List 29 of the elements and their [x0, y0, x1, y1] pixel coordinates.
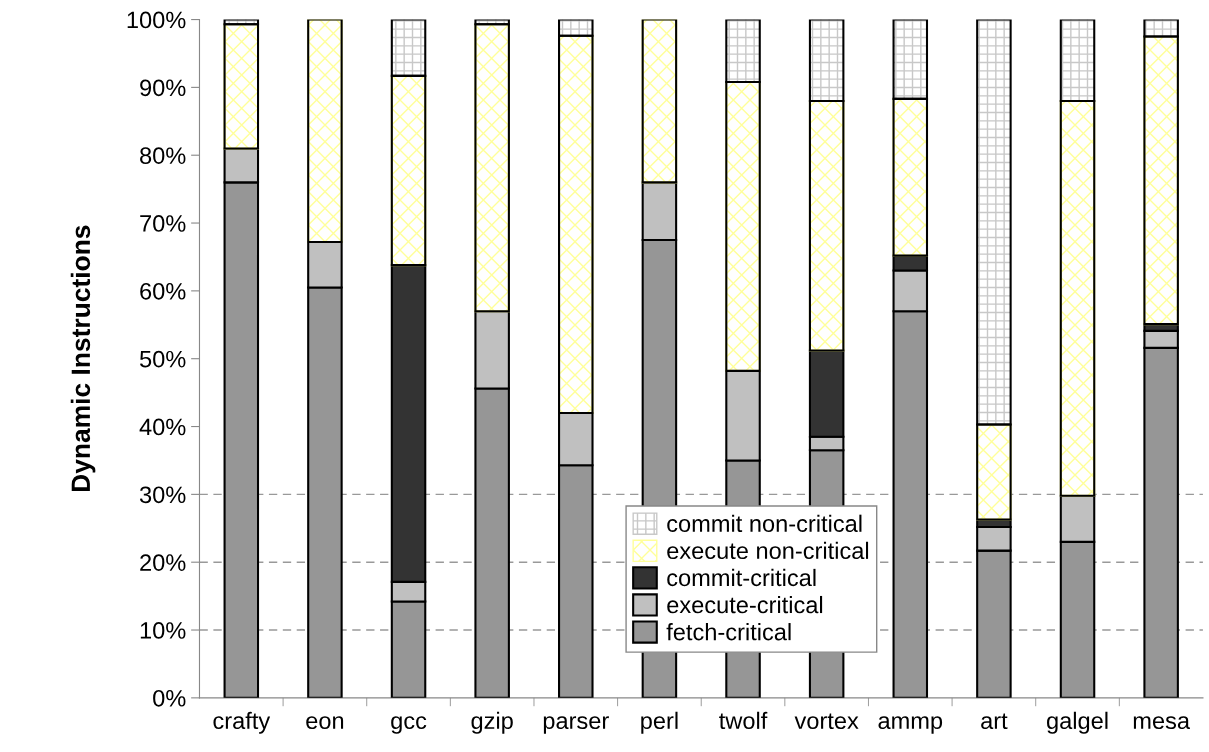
x-tick-label: parser — [543, 716, 609, 734]
y-tick-label: 10% — [140, 622, 186, 639]
x-tick-label: gcc — [391, 716, 427, 734]
x-tick-label: mesa — [1133, 716, 1191, 730]
y-tick-label: 100% — [127, 11, 186, 29]
y-tick-label: 90% — [140, 79, 186, 97]
legend-label: commit non-critical — [667, 514, 862, 533]
legend-label: fetch-critical — [666, 623, 791, 641]
x-tick-label: vortex — [794, 713, 859, 730]
y-tick-label: 40% — [139, 418, 186, 436]
y-tick-label: 50% — [139, 350, 186, 368]
x-tick-label: crafty — [213, 711, 271, 734]
legend-label: execute-critical — [667, 595, 823, 614]
y-tick-label: 80% — [140, 147, 186, 164]
y-tick-label: 70% — [140, 215, 186, 232]
x-tick-label: eon — [306, 716, 344, 730]
legend-label: commit-critical — [667, 568, 816, 587]
x-tick-label: art — [981, 713, 1008, 730]
y-tick-label: 30% — [139, 486, 186, 504]
x-tick-label: twolf — [719, 711, 768, 730]
y-tick-label: 60% — [140, 282, 186, 300]
x-tick-label: gzip — [471, 711, 513, 734]
x-tick-label: ammp — [878, 716, 943, 734]
y-tick-label: 0% — [153, 689, 186, 707]
x-tick-label: perl — [641, 711, 678, 734]
legend-label: execute non-critical — [667, 541, 869, 560]
x-tick-label: galgel — [1047, 711, 1108, 734]
y-tick-label: 20% — [140, 554, 186, 571]
y-axis-title: Dynamic Instructions — [70, 225, 96, 492]
